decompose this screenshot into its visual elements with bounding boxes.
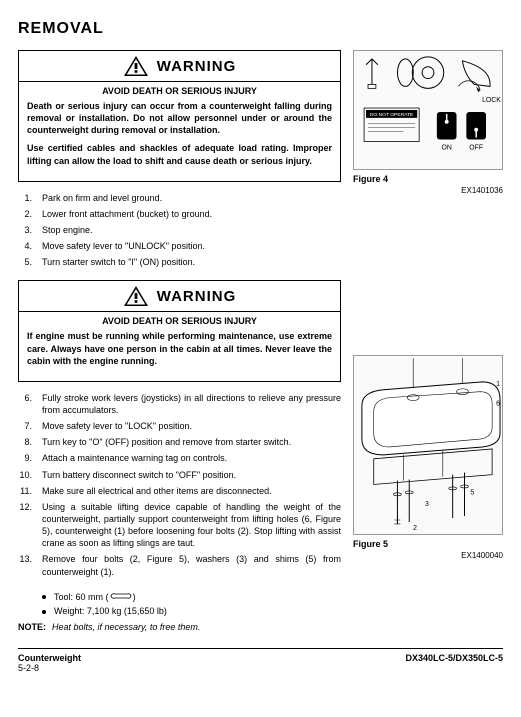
bullet-dot-icon [42, 610, 46, 614]
warning-box-2: WARNING AVOID DEATH OR SERIOUS INJURY If… [18, 280, 341, 381]
warning-sub-1: AVOID DEATH OR SERIOUS INJURY [19, 82, 340, 100]
note-text: Heat bolts, if necessary, to free them. [52, 622, 200, 632]
step-row: 8. Turn key to "O" (OFF) position and rem… [18, 434, 341, 450]
figure-4-svg: LOCK DO NOT OPERATE ON OFF [354, 51, 502, 169]
step-text: Using a suitable lifting device capable … [42, 501, 341, 550]
bullet-row: Weight: 7,100 kg (15,650 lb) [42, 604, 341, 618]
warning-label: WARNING [157, 288, 237, 305]
step-number: 5. [18, 256, 32, 268]
warning-sub-2: AVOID DEATH OR SERIOUS INJURY [19, 312, 340, 330]
step-number: 6. [18, 392, 32, 416]
bullet-row: Tool: 60 mm () [42, 590, 341, 605]
step-text: Move safety lever to "LOCK" position. [42, 420, 341, 432]
step-number: 11. [18, 485, 32, 497]
bullet-text: Weight: 7,100 kg (15,650 lb) [54, 606, 167, 616]
step-row: 12. Using a suitable lifting device capab… [18, 499, 341, 552]
step-text: Park on firm and level ground. [42, 192, 341, 204]
warning-header-2: WARNING [19, 281, 340, 312]
warning-body-2: If engine must be running while performi… [19, 330, 340, 380]
bullet-text: Tool: 60 mm () [54, 592, 136, 603]
footer: Counterweight 5-2-8 DX340LC-5/DX350LC-5 [18, 648, 503, 673]
step-number: 4. [18, 240, 32, 252]
step-row: 1. Park on firm and level ground. [18, 190, 341, 206]
bullet-dot-icon [42, 595, 46, 599]
step-text: Make sure all electrical and other items… [42, 485, 341, 497]
step-number: 8. [18, 436, 32, 448]
left-column: WARNING AVOID DEATH OR SERIOUS INJURY De… [18, 50, 341, 632]
step-text: Remove four bolts (2, Figure 5), washers… [42, 553, 341, 577]
warning-triangle-icon [123, 55, 149, 77]
page-title: REMOVAL [18, 20, 503, 38]
svg-text:3: 3 [425, 501, 429, 508]
warning-triangle-icon [123, 285, 149, 307]
step-text: Turn battery disconnect switch to "OFF" … [42, 469, 341, 481]
step-text: Fully stroke work levers (joysticks) in … [42, 392, 341, 416]
warning1-p1: Death or serious injury can occur from a… [27, 100, 332, 136]
steps-list-2: 6. Fully stroke work levers (joysticks) i… [18, 390, 341, 580]
step-number: 10. [18, 469, 32, 481]
note-row: NOTE: Heat bolts, if necessary, to free … [18, 622, 341, 632]
step-number: 13. [18, 553, 32, 577]
step-text: Move safety lever to "UNLOCK" position. [42, 240, 341, 252]
note-label: NOTE: [18, 622, 46, 632]
step-row: 4. Move safety lever to "UNLOCK" position… [18, 238, 341, 254]
svg-text:1: 1 [496, 381, 500, 388]
step-row: 2. Lower front attachment (bucket) to gro… [18, 206, 341, 222]
footer-left-block: Counterweight 5-2-8 [18, 653, 81, 673]
figure-5-code: EX1400040 [353, 551, 503, 560]
step-text: Lower front attachment (bucket) to groun… [42, 208, 341, 220]
step-number: 2. [18, 208, 32, 220]
footer-model: DX340LC-5/DX350LC-5 [405, 653, 503, 673]
svg-text:2: 2 [413, 525, 417, 532]
step-text: Attach a maintenance warning tag on cont… [42, 452, 341, 464]
step-text: Turn starter switch to "I" (ON) position… [42, 256, 341, 268]
step-text: Turn key to "O" (OFF) position and remov… [42, 436, 341, 448]
main-columns: WARNING AVOID DEATH OR SERIOUS INJURY De… [18, 50, 503, 632]
step-text: Stop engine. [42, 224, 341, 236]
step-row: 13. Remove four bolts (2, Figure 5), wash… [18, 551, 341, 579]
figure-4-label: Figure 4 [353, 174, 503, 184]
step-number: 12. [18, 501, 32, 550]
svg-text:5: 5 [470, 489, 474, 496]
step-number: 3. [18, 224, 32, 236]
figure-5-image: 1 6 2 3 5 [353, 355, 503, 535]
step-row: 10. Turn battery disconnect switch to "OF… [18, 467, 341, 483]
wrench-icon [109, 592, 133, 602]
svg-text:6: 6 [496, 401, 500, 408]
bullet-list: Tool: 60 mm () Weight: 7,100 kg (15,650 … [42, 590, 341, 619]
warning-body-1: Death or serious injury can occur from a… [19, 100, 340, 181]
figure-5-label: Figure 5 [353, 539, 503, 549]
figure-4-image: LOCK DO NOT OPERATE ON OFF [353, 50, 503, 170]
figure-5-svg: 1 6 2 3 5 [354, 356, 502, 534]
footer-page-number: 5-2-8 [18, 663, 81, 673]
step-number: 7. [18, 420, 32, 432]
warning2-p1: If engine must be running while performi… [27, 330, 332, 366]
step-row: 7. Move safety lever to "LOCK" position. [18, 418, 341, 434]
warning-header-1: WARNING [19, 51, 340, 82]
step-row: 6. Fully stroke work levers (joysticks) i… [18, 390, 341, 418]
step-row: 5. Turn starter switch to "I" (ON) positi… [18, 254, 341, 270]
fig4-off-label: OFF [469, 144, 483, 151]
warning1-p2: Use certified cables and shackles of ade… [27, 142, 332, 166]
fig4-lock-label: LOCK [482, 97, 501, 104]
figure-4-code: EX1401036 [353, 186, 503, 195]
bullet-close: ) [133, 592, 136, 602]
step-row: 11. Make sure all electrical and other it… [18, 483, 341, 499]
footer-section: Counterweight [18, 653, 81, 663]
step-number: 9. [18, 452, 32, 464]
warning-box-1: WARNING AVOID DEATH OR SERIOUS INJURY De… [18, 50, 341, 182]
warning-label: WARNING [157, 58, 237, 75]
steps-list-1: 1. Park on firm and level ground. 2. Lower… [18, 190, 341, 271]
fig4-on-label: ON [442, 144, 452, 151]
step-row: 3. Stop engine. [18, 222, 341, 238]
step-row: 9. Attach a maintenance warning tag on co… [18, 450, 341, 466]
right-column: LOCK DO NOT OPERATE ON OFF Figure 4 EX14… [353, 50, 503, 632]
fig4-donot-label: DO NOT OPERATE [370, 112, 414, 118]
step-number: 1. [18, 192, 32, 204]
